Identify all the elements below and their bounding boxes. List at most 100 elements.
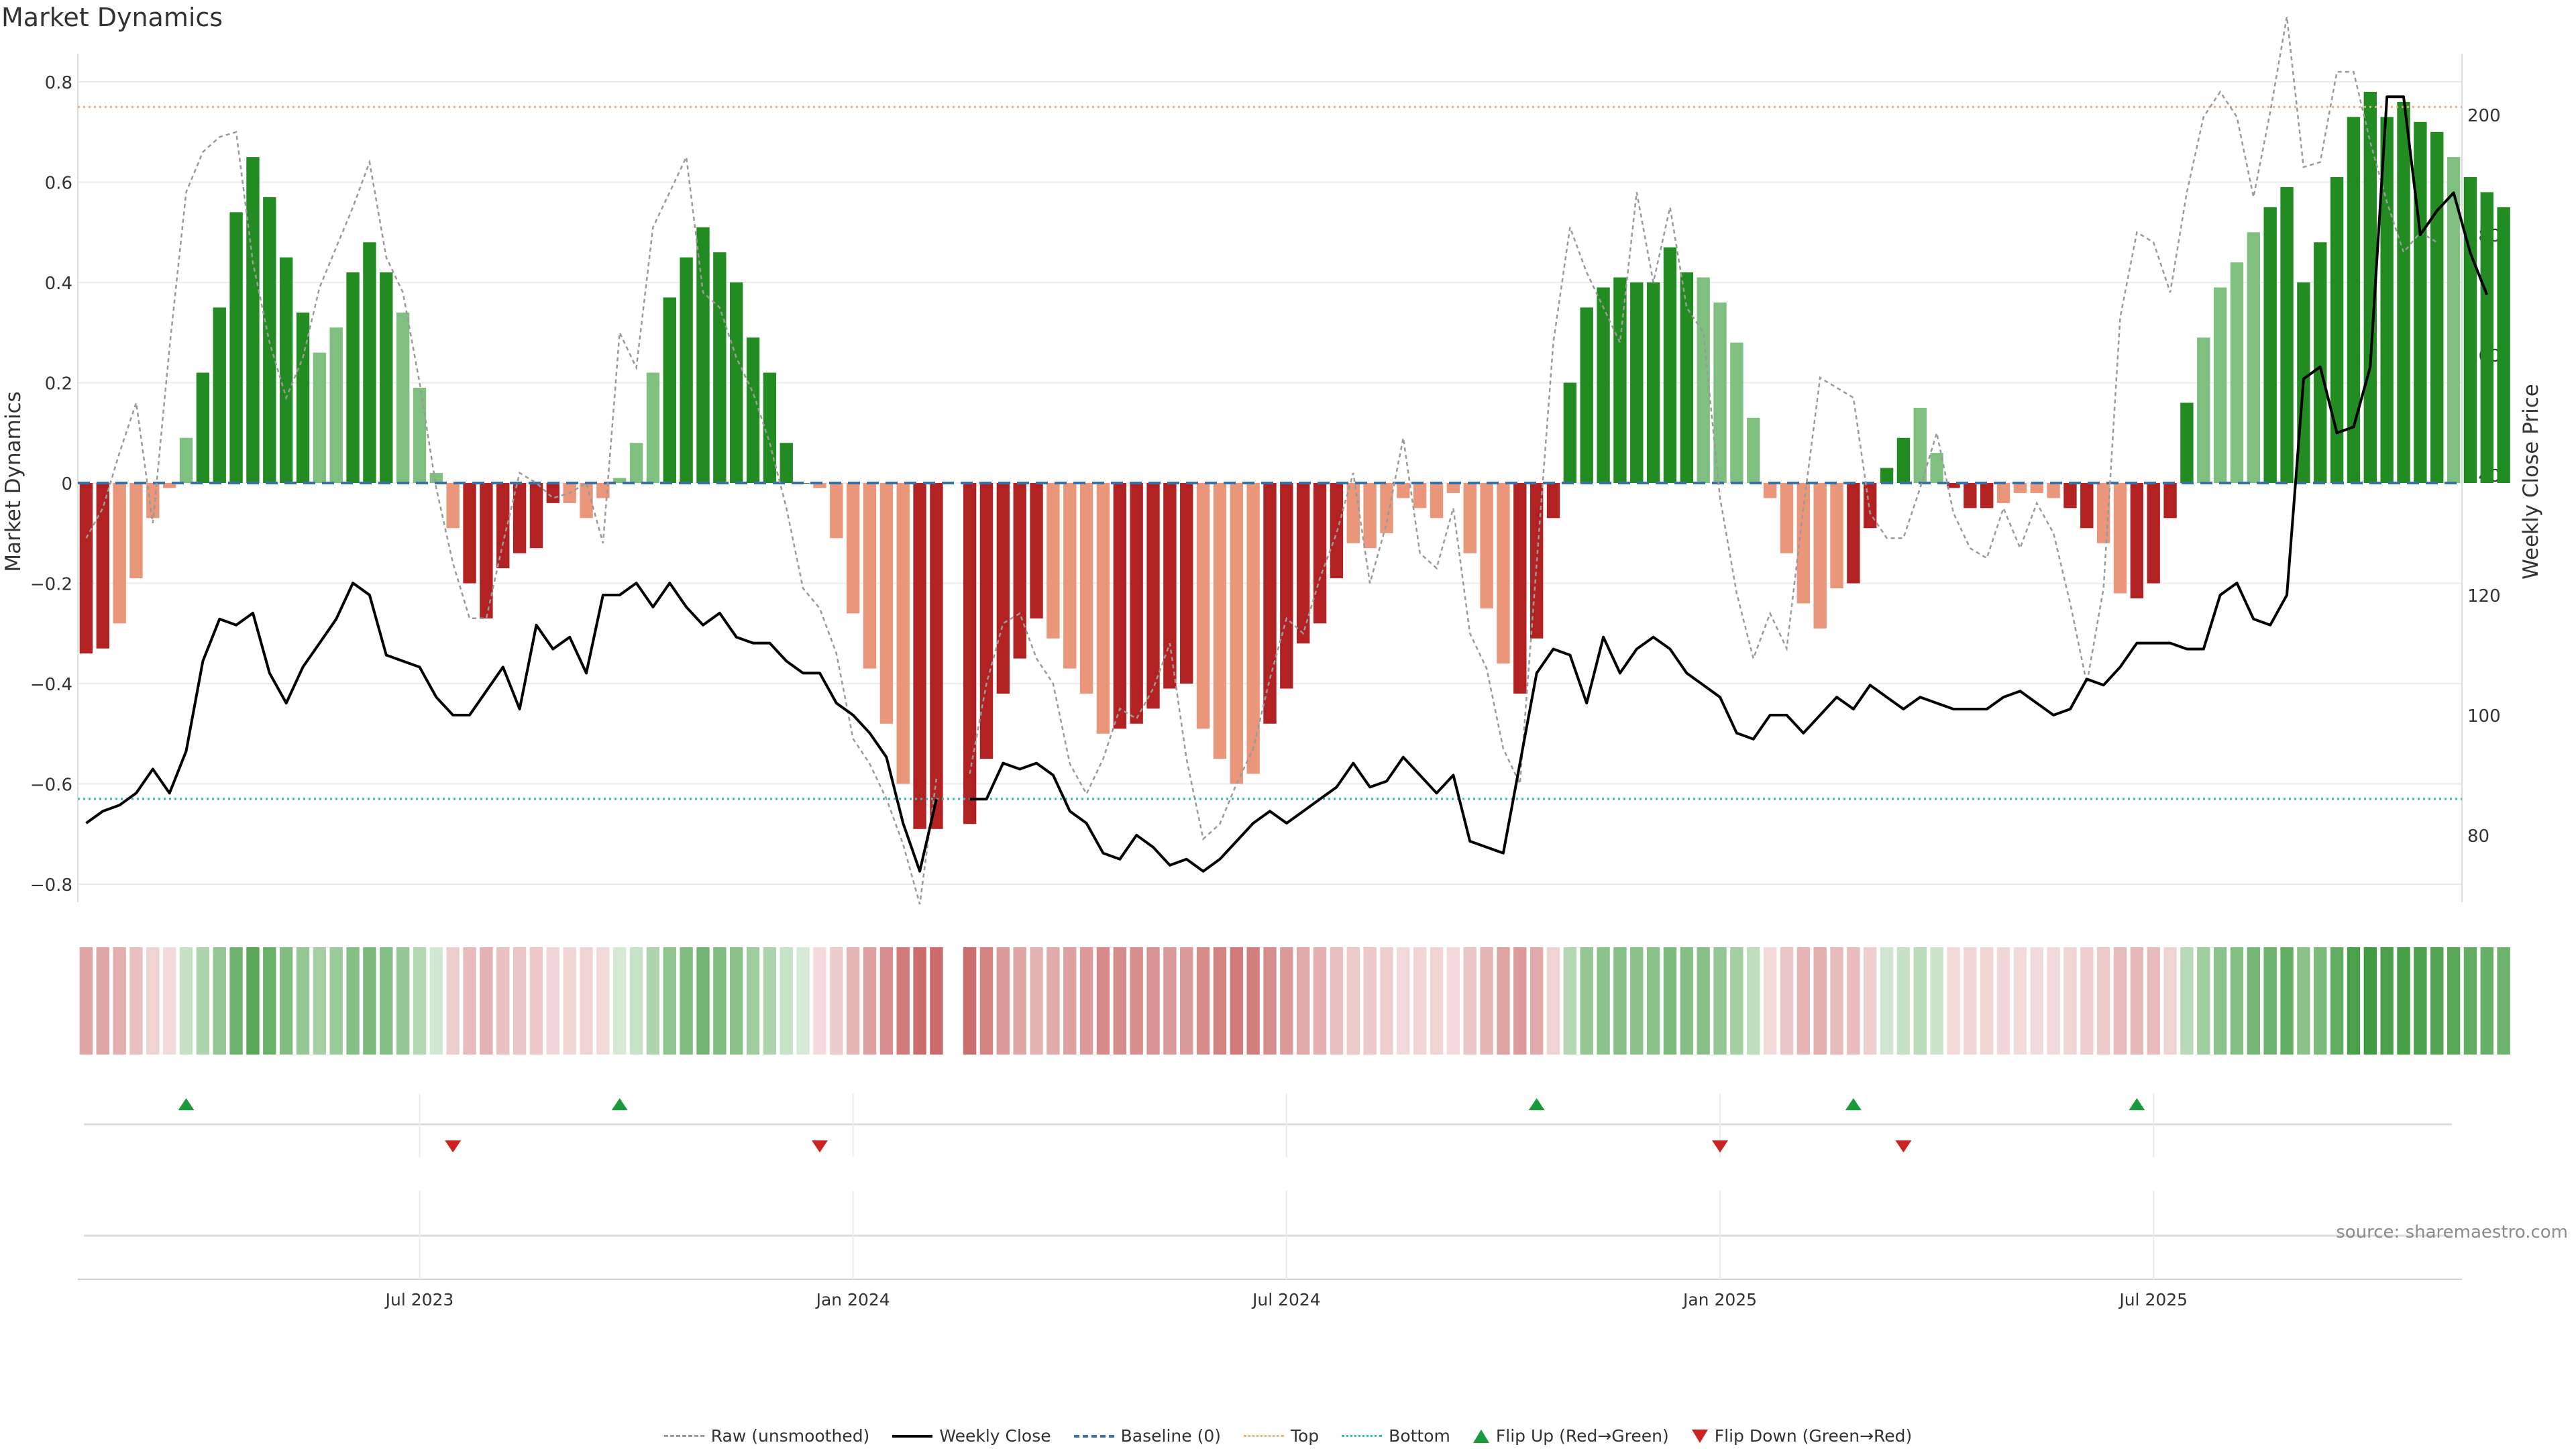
regime-cell bbox=[1497, 947, 1510, 1055]
y-tick-label-left: 0.4 bbox=[45, 274, 72, 294]
y-tick-label-right: 100 bbox=[2467, 706, 2501, 727]
momentum-bar bbox=[1346, 483, 1360, 543]
regime-cell bbox=[846, 947, 860, 1055]
regime-cell bbox=[1763, 947, 1777, 1055]
regime-cell bbox=[1397, 947, 1410, 1055]
y-axis-label-right: Weekly Close Price bbox=[2519, 384, 2543, 580]
momentum-bar bbox=[1146, 483, 1160, 709]
momentum-bar bbox=[346, 272, 360, 483]
momentum-bar bbox=[1796, 483, 1810, 604]
regime-cell bbox=[2147, 947, 2160, 1055]
legend-item-raw: Raw (unsmoothed) bbox=[663, 1426, 869, 1446]
y-tick-label-left: −0.2 bbox=[30, 575, 72, 595]
momentum-bar bbox=[363, 242, 376, 483]
regime-cell bbox=[763, 947, 777, 1055]
momentum-bar bbox=[2263, 207, 2277, 483]
momentum-bar bbox=[313, 352, 327, 483]
regime-cell bbox=[2297, 947, 2310, 1055]
regime-cell bbox=[2013, 947, 2027, 1055]
momentum-bar bbox=[696, 227, 710, 483]
momentum-bar bbox=[113, 483, 126, 624]
regime-cell bbox=[1713, 947, 1727, 1055]
regime-cell bbox=[663, 947, 676, 1055]
momentum-bar bbox=[329, 327, 343, 483]
regime-cell bbox=[129, 947, 143, 1055]
regime-cell bbox=[2430, 947, 2444, 1055]
regime-cell bbox=[2397, 947, 2410, 1055]
y-tick-label-left: 0.6 bbox=[45, 174, 72, 194]
regime-cell bbox=[446, 947, 460, 1055]
x-tick-label: Jul 2023 bbox=[384, 1290, 454, 1309]
regime-cell bbox=[1513, 947, 1527, 1055]
regime-cell bbox=[813, 947, 826, 1055]
momentum-bar bbox=[1980, 483, 1994, 508]
regime-cell bbox=[1964, 947, 1977, 1055]
legend-item-base: Baseline (0) bbox=[1073, 1426, 1221, 1446]
regime-cell bbox=[1446, 947, 1460, 1055]
y-tick-label-right: 120 bbox=[2467, 586, 2501, 606]
x-tick-label: Jul 2024 bbox=[1251, 1290, 1321, 1309]
momentum-bar bbox=[680, 257, 693, 483]
regime-cell bbox=[563, 947, 576, 1055]
legend-label: Baseline (0) bbox=[1120, 1426, 1221, 1446]
regime-cell bbox=[1463, 947, 1477, 1055]
momentum-bar bbox=[1930, 453, 1943, 483]
regime-cell bbox=[2163, 947, 2177, 1055]
regime-cell bbox=[863, 947, 877, 1055]
momentum-bar bbox=[963, 483, 977, 824]
legend-label: Flip Up (Red→Green) bbox=[1495, 1426, 1669, 1446]
legend-label: Flip Down (Green→Red) bbox=[1714, 1426, 1913, 1446]
source-note: source: sharemaestro.com bbox=[2336, 1222, 2568, 1242]
momentum-bar bbox=[1030, 483, 1043, 619]
momentum-bar bbox=[2414, 121, 2427, 484]
legend-swatch-base bbox=[1073, 1434, 1114, 1438]
momentum-bar bbox=[1563, 382, 1577, 483]
regime-cell bbox=[2080, 947, 2094, 1055]
flip-down-marker bbox=[1895, 1140, 1912, 1152]
regime-cell bbox=[480, 947, 493, 1055]
regime-cell bbox=[1630, 947, 1644, 1055]
legend-item-down: Flip Down (Green→Red) bbox=[1691, 1426, 1913, 1446]
momentum-bar bbox=[1964, 483, 1977, 508]
momentum-bar bbox=[1380, 483, 1393, 533]
momentum-bar bbox=[1180, 483, 1193, 684]
raw-unsmoothed-line bbox=[85, 16, 2438, 905]
momentum-bar bbox=[2247, 232, 2261, 483]
regime-cell bbox=[1030, 947, 1043, 1055]
regime-cell bbox=[1613, 947, 1627, 1055]
momentum-bar bbox=[646, 372, 660, 483]
regime-cell bbox=[2363, 947, 2377, 1055]
regime-cell bbox=[496, 947, 510, 1055]
momentum-bar bbox=[1013, 483, 1026, 659]
regime-cell bbox=[2314, 947, 2327, 1055]
regime-cell bbox=[713, 947, 727, 1055]
momentum-bar bbox=[1297, 483, 1310, 644]
momentum-bar bbox=[1864, 483, 1877, 529]
momentum-bar bbox=[1196, 483, 1210, 729]
momentum-bar bbox=[1513, 483, 1527, 694]
legend-label: Weekly Close bbox=[939, 1426, 1051, 1446]
momentum-bar bbox=[546, 483, 560, 503]
momentum-bar bbox=[979, 483, 994, 759]
momentum-bar bbox=[2380, 117, 2394, 483]
regime-cell bbox=[429, 947, 443, 1055]
momentum-bar bbox=[1446, 483, 1460, 493]
y-tick-label-left: −0.8 bbox=[30, 875, 72, 896]
regime-cell bbox=[1796, 947, 1810, 1055]
regime-cell bbox=[1847, 947, 1860, 1055]
regime-cell bbox=[963, 947, 977, 1055]
momentum-bar bbox=[1713, 302, 1727, 483]
regime-cell bbox=[329, 947, 343, 1055]
momentum-bar bbox=[196, 372, 210, 483]
regime-cell bbox=[1864, 947, 1877, 1055]
regime-cell bbox=[380, 947, 393, 1055]
regime-cell bbox=[2213, 947, 2227, 1055]
momentum-bar bbox=[896, 483, 910, 784]
momentum-bar bbox=[1430, 483, 1444, 519]
momentum-bar bbox=[1947, 483, 1960, 488]
momentum-bar bbox=[79, 483, 93, 654]
regime-cell bbox=[1346, 947, 1360, 1055]
legend-label: Bottom bbox=[1389, 1426, 1450, 1446]
regime-cell bbox=[1096, 947, 1110, 1055]
